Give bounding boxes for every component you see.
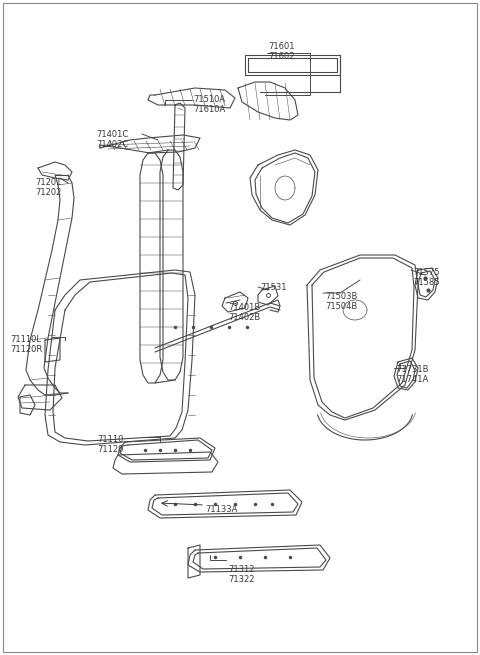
Text: 71510A
71610A: 71510A 71610A (193, 95, 225, 115)
Text: 71201
71202: 71201 71202 (35, 178, 61, 197)
Text: 71133A: 71133A (205, 505, 238, 514)
Text: 71110L
71120R: 71110L 71120R (10, 335, 42, 354)
Text: 71731B
71741A: 71731B 71741A (396, 365, 429, 384)
Text: 71401C
71402C: 71401C 71402C (96, 130, 128, 149)
Text: 71601
71602: 71601 71602 (268, 42, 295, 62)
Text: 71401B
71402B: 71401B 71402B (228, 303, 260, 322)
Text: 71531: 71531 (260, 283, 287, 292)
Text: 71312
71322: 71312 71322 (228, 565, 254, 584)
Text: 71503B
71504B: 71503B 71504B (325, 292, 358, 311)
Text: 71110
71120: 71110 71120 (97, 435, 123, 455)
Text: 71575
71585: 71575 71585 (413, 268, 440, 288)
